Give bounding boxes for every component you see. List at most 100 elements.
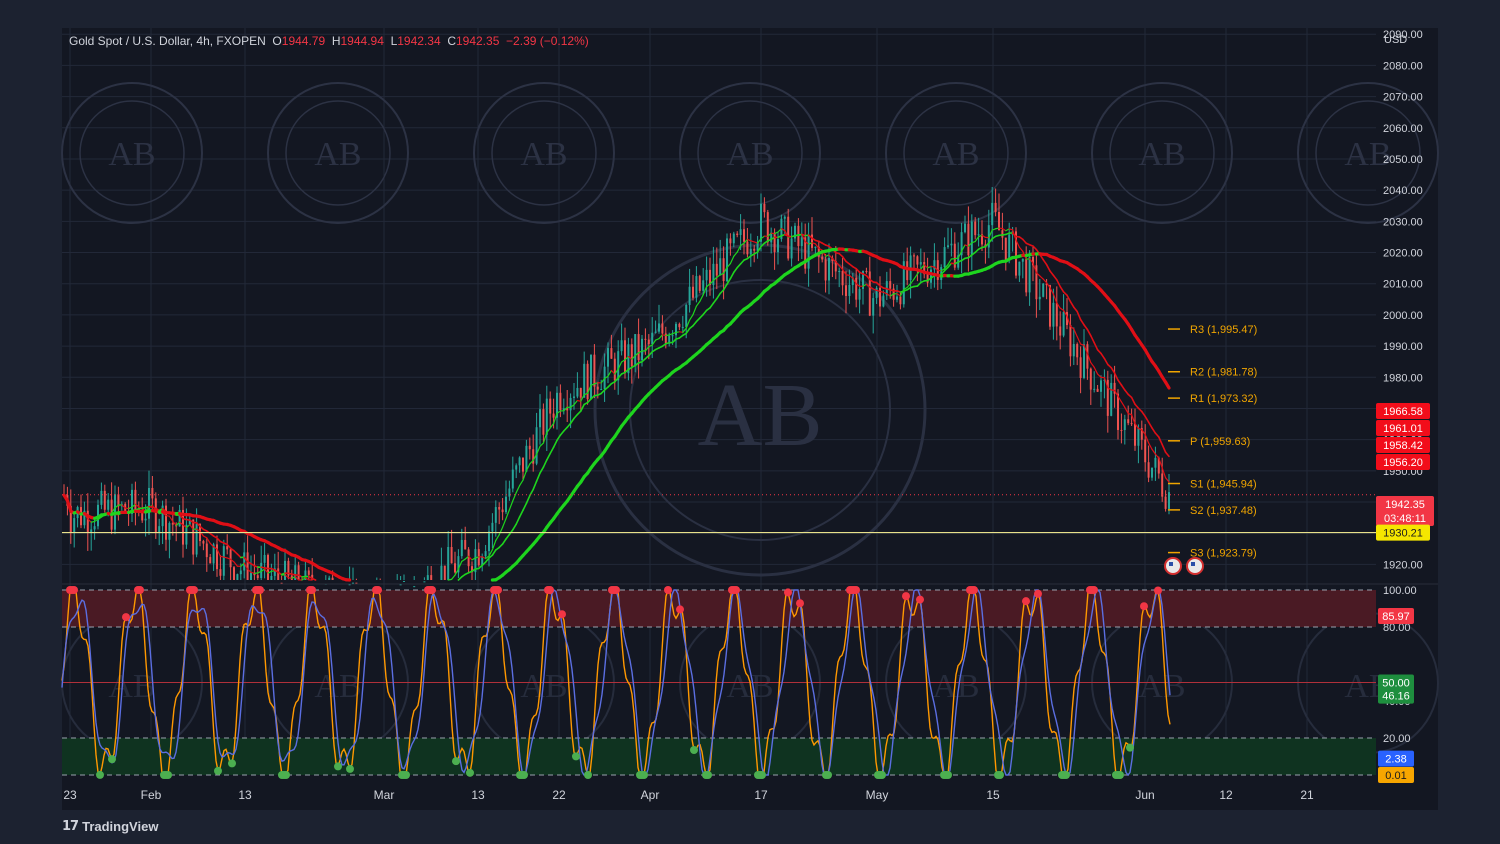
moving-average-line xyxy=(685,327,691,335)
candle xyxy=(831,257,834,261)
moving-average-line xyxy=(573,413,579,420)
tradingview-logo[interactable]: 17 TradingView xyxy=(62,819,158,834)
candle xyxy=(430,575,433,580)
moving-average-line xyxy=(828,254,834,260)
moving-average-line xyxy=(1110,366,1116,374)
moving-average-line xyxy=(634,352,640,357)
candle xyxy=(131,489,133,514)
candle xyxy=(627,344,630,374)
candle xyxy=(508,488,511,497)
stoch-trough-dot xyxy=(214,766,222,775)
moving-average-line xyxy=(987,237,994,244)
candle xyxy=(352,582,354,584)
moving-average-line xyxy=(1107,387,1112,391)
candle xyxy=(576,387,579,397)
time-axis-tick: 17 xyxy=(754,788,768,802)
stoch-peak-dot xyxy=(190,586,198,594)
moving-average-line xyxy=(712,276,718,282)
moving-average-line xyxy=(518,509,524,518)
moving-average-line xyxy=(1052,293,1058,304)
candle xyxy=(1072,344,1075,357)
stoch-badge xyxy=(1378,674,1414,691)
candle xyxy=(821,256,824,260)
moving-average-line xyxy=(1005,228,1010,232)
moving-average-line xyxy=(545,452,552,461)
moving-average-line xyxy=(692,305,698,316)
stoch-trough-dot xyxy=(690,746,698,755)
candle xyxy=(950,243,953,246)
candle xyxy=(964,223,966,233)
candle xyxy=(828,257,830,281)
candle xyxy=(688,286,691,305)
price-axis-tick: 2010.00 xyxy=(1383,279,1423,291)
moving-average-line xyxy=(838,264,844,271)
moving-average-line xyxy=(668,333,674,336)
candle xyxy=(1089,368,1092,390)
moving-average-line xyxy=(491,539,497,551)
candle xyxy=(804,237,807,269)
candle xyxy=(593,354,596,387)
pivot-level-label: S2 (1,937.48) xyxy=(1190,505,1257,517)
moving-average-line xyxy=(1052,274,1058,281)
candle xyxy=(800,237,803,247)
candle xyxy=(355,582,358,584)
candle xyxy=(583,363,586,398)
moving-average-line xyxy=(172,520,177,526)
stoch-trough-dot xyxy=(96,770,104,779)
moving-average-line xyxy=(991,228,997,231)
candle xyxy=(658,323,660,332)
moving-average-line xyxy=(485,555,490,560)
moving-average-line xyxy=(617,361,623,370)
candle xyxy=(709,269,711,286)
moving-average-line xyxy=(705,283,711,288)
stoch-peak-dot xyxy=(1140,602,1148,611)
moving-average-line xyxy=(719,289,725,295)
stoch-trough-dot xyxy=(164,771,172,779)
candle xyxy=(188,519,191,525)
candle xyxy=(154,498,157,533)
moving-average-line xyxy=(491,549,497,556)
candle xyxy=(1106,379,1109,416)
candle xyxy=(916,256,919,265)
moving-average-line xyxy=(811,242,817,245)
candle xyxy=(569,397,572,411)
stoch-trough-dot xyxy=(334,762,342,771)
candle xyxy=(763,203,766,213)
candle xyxy=(715,263,718,276)
candle xyxy=(239,570,242,575)
moving-average-line xyxy=(498,543,504,549)
low-value: 1942.34 xyxy=(397,34,441,48)
candle xyxy=(209,557,212,564)
candle xyxy=(185,524,188,545)
candle xyxy=(807,234,810,269)
candle xyxy=(1086,344,1089,369)
candle xyxy=(770,232,773,243)
candle xyxy=(117,494,120,507)
candle xyxy=(1151,467,1153,478)
moving-average-line xyxy=(712,297,718,305)
watermark-seal-icon xyxy=(1315,100,1421,206)
moving-average-line xyxy=(1045,263,1051,272)
candle xyxy=(1123,419,1126,431)
price-axis-tick: 2000.00 xyxy=(1383,310,1423,322)
candle xyxy=(613,358,616,381)
candle xyxy=(607,348,609,367)
moving-average-line xyxy=(1062,309,1068,317)
watermark-seal-icon xyxy=(473,82,615,224)
candle xyxy=(1157,457,1160,474)
candle xyxy=(80,507,82,526)
symbol-title[interactable]: Gold Spot / U.S. Dollar, 4h, FXOPEN xyxy=(69,34,266,48)
stoch-trough-dot xyxy=(824,771,832,779)
moving-average-line xyxy=(603,375,609,380)
candle xyxy=(845,285,847,296)
moving-average-line xyxy=(488,549,493,557)
candle xyxy=(834,260,837,272)
moving-average-line xyxy=(1049,270,1055,277)
moving-average-line xyxy=(1141,410,1146,418)
moving-average-line xyxy=(291,576,296,579)
candle xyxy=(460,539,463,557)
moving-average-line xyxy=(722,266,728,275)
moving-average-line xyxy=(852,277,857,285)
ma-price-badge-label: 1956.20 xyxy=(1383,457,1423,469)
